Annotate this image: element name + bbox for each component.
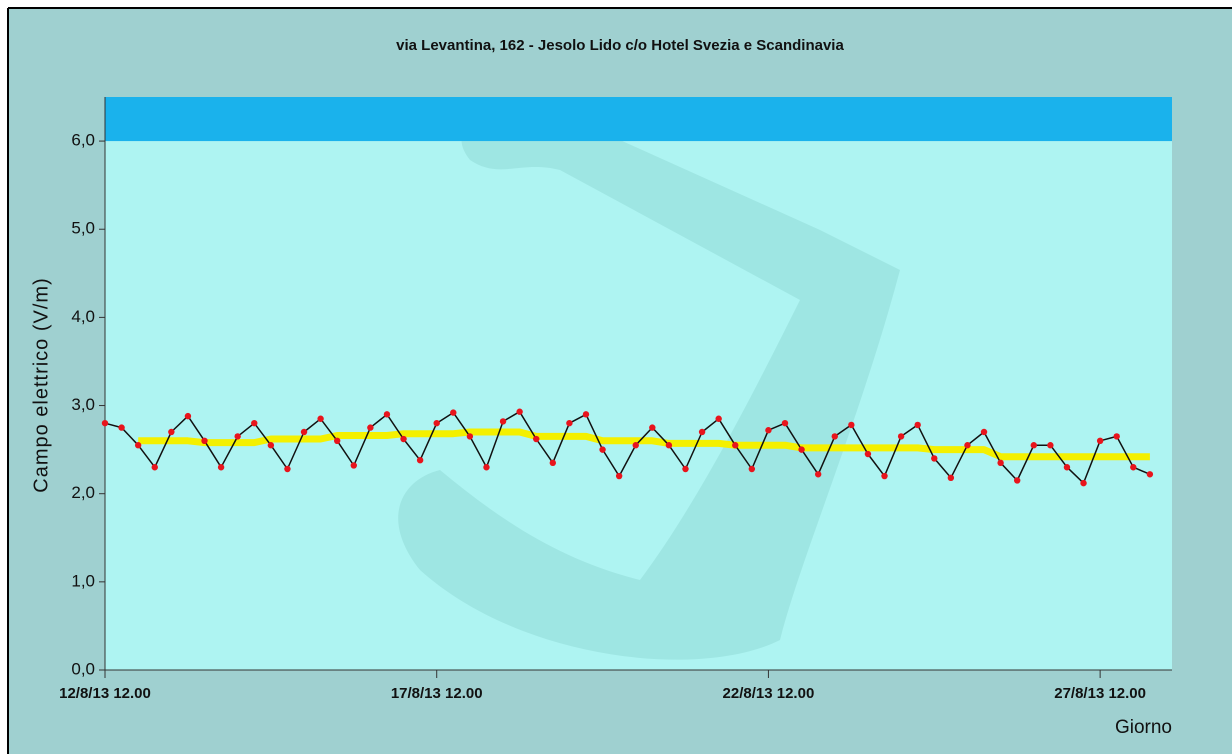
data-point (1096, 437, 1104, 444)
data-point (831, 433, 838, 440)
data-point (599, 446, 606, 453)
data-point (168, 428, 175, 436)
data-point (980, 428, 988, 436)
y-tick-label: 3,0 (71, 395, 95, 414)
data-point (549, 459, 557, 467)
data-point (217, 464, 225, 471)
data-point (499, 418, 507, 425)
data-point (897, 433, 905, 440)
data-point (964, 442, 971, 449)
data-point (1030, 442, 1037, 449)
y-tick-label: 5,0 (71, 219, 95, 238)
data-point (516, 408, 523, 415)
plot-background (105, 97, 1172, 670)
data-point (1014, 477, 1021, 484)
data-point (748, 465, 756, 473)
data-point (284, 465, 291, 473)
data-point (1146, 471, 1154, 478)
data-point (234, 433, 241, 440)
x-axis-label: Giorno (1115, 717, 1172, 738)
data-point (466, 433, 474, 440)
average-line (138, 428, 1150, 461)
data-point (400, 435, 407, 443)
x-tick-label: 27/8/13 12.00 (1054, 685, 1146, 702)
data-point (632, 442, 639, 449)
data-point (416, 456, 424, 464)
data-point (383, 411, 391, 418)
data-point (300, 428, 308, 436)
plot-area (105, 97, 1172, 670)
data-point (1080, 479, 1087, 487)
data-point (1047, 442, 1054, 449)
data-point (798, 446, 805, 453)
data-point (1063, 464, 1071, 471)
data-point (649, 424, 656, 431)
data-point (333, 437, 341, 444)
data-point (997, 459, 1004, 467)
data-point (450, 409, 457, 416)
x-tick-label: 12/8/13 12.00 (59, 685, 151, 702)
y-tick-label: 4,0 (71, 307, 95, 326)
data-point (1130, 464, 1137, 471)
data-point (566, 419, 573, 427)
data-point (582, 411, 590, 418)
y-tick-label: 2,0 (71, 483, 95, 502)
data-point (931, 455, 938, 462)
data-point (134, 442, 142, 449)
data-point (814, 471, 822, 478)
data-point (881, 472, 888, 480)
data-point (151, 464, 158, 471)
data-point (665, 442, 673, 449)
data-point (781, 419, 789, 427)
y-tick-label: 1,0 (71, 571, 95, 590)
y-tick-label: 0,0 (71, 659, 95, 678)
data-point (367, 424, 374, 431)
data-point (682, 465, 689, 473)
data-point (251, 419, 258, 427)
data-point (864, 450, 872, 458)
x-tick-label: 17/8/13 12.00 (391, 685, 483, 702)
data-point (698, 428, 706, 436)
data-point (201, 437, 208, 444)
limit-band (105, 97, 1172, 142)
y-tick-label: 6,0 (71, 131, 95, 150)
data-point (947, 474, 955, 482)
data-point (433, 419, 440, 427)
data-point (533, 435, 540, 443)
y-axis-label: Campo elettrico (V/m) (30, 277, 52, 493)
chart-title: via Levantina, 162 - Jesolo Lido c/o Hot… (396, 37, 844, 54)
data-point (1113, 433, 1120, 440)
data-point (267, 442, 275, 449)
x-tick-label: 22/8/13 12.00 (723, 685, 815, 702)
data-point (483, 464, 490, 471)
data-point (350, 462, 357, 469)
data-point (765, 427, 772, 434)
data-point (317, 415, 324, 422)
data-point (118, 424, 125, 431)
data-point (101, 419, 109, 427)
data-point (848, 421, 855, 429)
watermark (398, 111, 900, 660)
data-point (914, 421, 921, 429)
data-point (615, 472, 623, 480)
series-line (104, 410, 1151, 484)
data-point (732, 442, 739, 449)
data-point (184, 412, 192, 420)
data-point (715, 415, 722, 422)
